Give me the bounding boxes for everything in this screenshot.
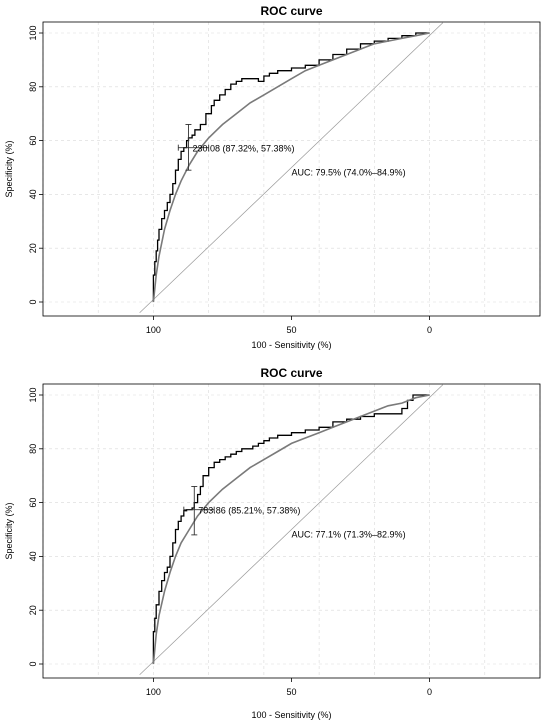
y-tick-label: 60 (28, 498, 38, 508)
y-tick-label: 0 (28, 299, 38, 304)
x-axis-label: 100 - Sensitivity (%) (251, 710, 331, 720)
roc-curve-smoothed (152, 32, 430, 303)
x-tick-label: 0 (427, 325, 432, 335)
y-axis-label: Specificity (%) (4, 502, 14, 559)
auc-annotation: AUC: 79.5% (74.0%–84.9%) (292, 168, 406, 178)
roc-curve-empirical (152, 394, 430, 664)
reference-diagonal (139, 21, 444, 314)
chart-title: ROC curve (260, 4, 322, 18)
roc-chart-2: ROC curve 0 20 40 60 80 100 100 50 0 100 - Sensiti… (0, 362, 550, 725)
x-tick-label: 100 (146, 325, 161, 335)
y-axis-label: Specificity (%) (4, 140, 14, 197)
roc-chart-1: ROC curve 0 20 40 60 80 100 100 50 0 100 - Sensiti… (0, 0, 550, 362)
roc-chart-1-svg: ROC curve 0 20 40 60 80 100 100 50 0 100 - Sensiti… (4, 4, 541, 350)
y-tick-label: 0 (28, 661, 38, 666)
y-tick-label: 20 (28, 605, 38, 615)
y-tick-label: 80 (28, 82, 38, 92)
x-tick-label: 0 (427, 687, 432, 697)
x-tick-label: 100 (146, 687, 161, 697)
y-tick-label: 40 (28, 189, 38, 199)
threshold-label: 230.08 (87.32%, 57.38%) (192, 144, 294, 154)
roc-chart-2-svg: ROC curve 0 20 40 60 80 100 100 50 0 100 - Sensiti… (4, 366, 541, 720)
chart-title: ROC curve (260, 366, 322, 380)
auc-annotation: AUC: 77.1% (71.3%–82.9%) (292, 530, 406, 540)
x-tick-label: 50 (286, 325, 296, 335)
x-tick-label: 50 (286, 687, 296, 697)
y-tick-label: 20 (28, 243, 38, 253)
y-tick-label: 100 (28, 387, 38, 402)
reference-diagonal (139, 383, 444, 676)
roc-curve-empirical (152, 32, 430, 302)
y-tick-label: 60 (28, 136, 38, 146)
y-tick-label: 100 (28, 25, 38, 40)
x-axis-label: 100 - Sensitivity (%) (251, 340, 331, 350)
y-tick-label: 40 (28, 551, 38, 561)
roc-curve-smoothed (152, 394, 430, 665)
threshold-label: 783.86 (85.21%, 57.38%) (198, 506, 300, 516)
y-tick-label: 80 (28, 444, 38, 454)
